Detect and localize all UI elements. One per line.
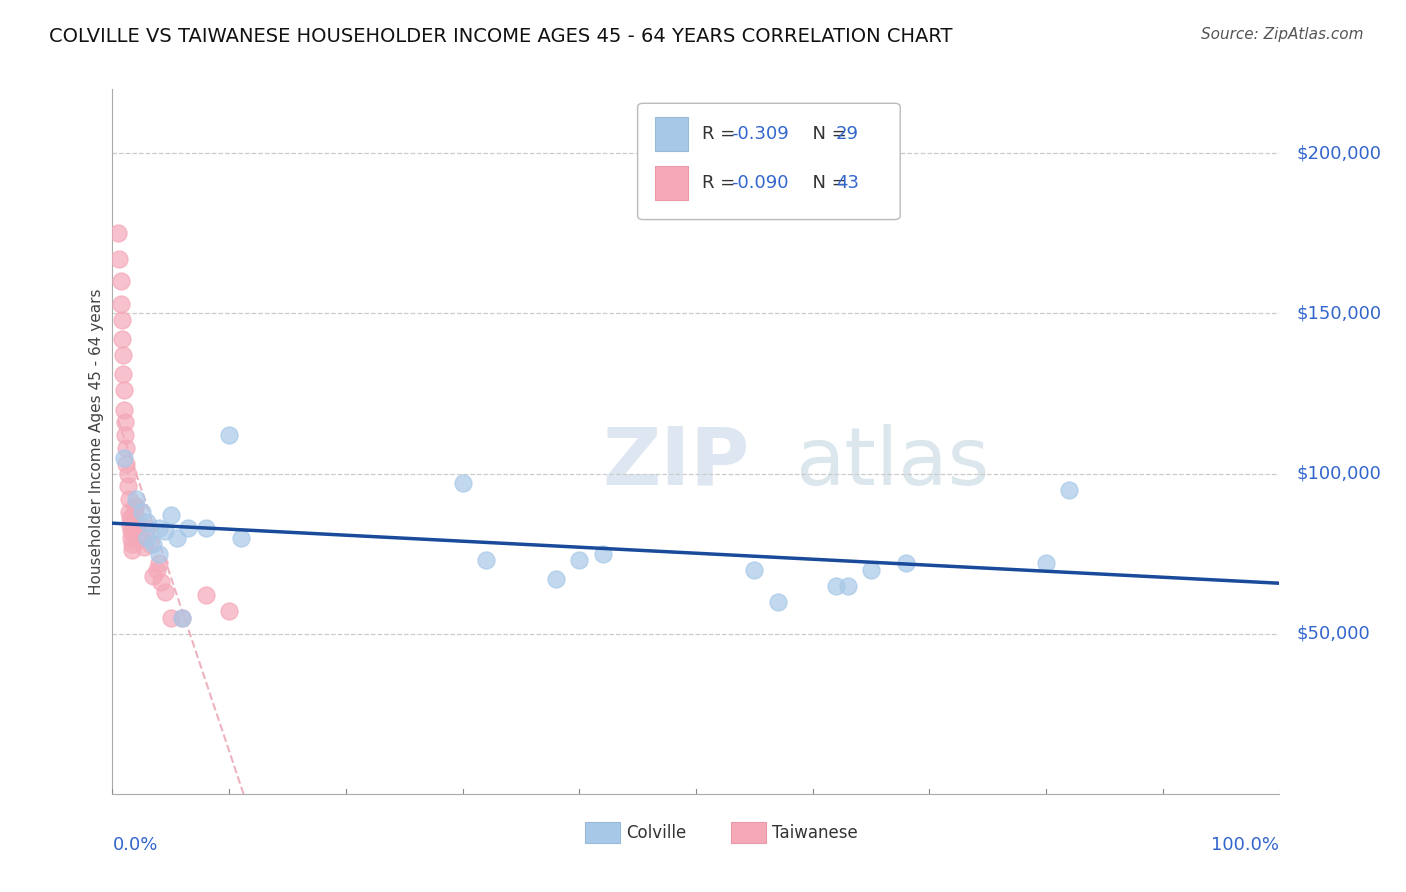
Point (568, 553, 591, 567)
Text: Taiwanese: Taiwanese (772, 823, 858, 842)
Text: Colville: Colville (626, 823, 686, 842)
Point (172, 610, 194, 624)
Text: N =: N = (801, 125, 852, 143)
Text: -0.090: -0.090 (731, 174, 789, 192)
Point (177, 521, 200, 535)
Point (160, 508, 183, 523)
Point (194, 588, 217, 602)
Point (120, 524, 142, 539)
Text: R =: R = (702, 174, 741, 192)
Text: 0.0%: 0.0% (112, 836, 157, 855)
Point (117, 479, 139, 493)
Point (136, 521, 159, 535)
Point (131, 505, 153, 519)
FancyBboxPatch shape (638, 103, 900, 219)
Point (142, 537, 165, 551)
Text: R =: R = (702, 125, 741, 143)
Point (475, 553, 498, 567)
Point (825, 579, 848, 593)
Text: Source: ZipAtlas.com: Source: ZipAtlas.com (1201, 27, 1364, 42)
Text: $200,000: $200,000 (1296, 145, 1382, 162)
Point (166, 531, 188, 545)
Text: 100.0%: 100.0% (1212, 836, 1279, 855)
Point (121, 537, 143, 551)
Point (121, 543, 143, 558)
Point (120, 531, 142, 545)
Text: $150,000: $150,000 (1296, 304, 1382, 322)
Point (172, 610, 194, 624)
FancyBboxPatch shape (655, 117, 688, 151)
Point (118, 517, 141, 532)
Text: 43: 43 (837, 174, 859, 192)
Text: atlas: atlas (796, 424, 990, 501)
Point (125, 511, 148, 525)
Point (114, 415, 136, 429)
Point (125, 492, 148, 507)
Point (229, 531, 252, 545)
Point (148, 521, 170, 535)
Point (153, 585, 176, 599)
Point (142, 569, 165, 583)
Point (148, 547, 170, 561)
Point (1035, 556, 1057, 570)
Text: N =: N = (801, 174, 852, 192)
Point (218, 604, 240, 618)
Point (122, 524, 145, 539)
Point (124, 499, 146, 513)
Point (125, 499, 148, 513)
Point (112, 384, 135, 398)
Point (122, 508, 145, 523)
Text: ZIP: ZIP (603, 424, 749, 501)
Point (118, 505, 141, 519)
FancyBboxPatch shape (731, 822, 766, 843)
Point (117, 467, 139, 481)
Point (111, 368, 134, 382)
Point (148, 556, 170, 570)
Point (115, 441, 138, 455)
Point (150, 575, 173, 590)
Point (146, 563, 169, 577)
Y-axis label: Householder Income Ages 45 - 64 years: Householder Income Ages 45 - 64 years (89, 288, 104, 595)
Point (115, 457, 138, 471)
Point (451, 476, 474, 491)
Point (131, 531, 153, 545)
Point (136, 531, 159, 545)
Point (218, 428, 240, 442)
Point (107, 227, 129, 241)
Point (111, 332, 134, 346)
Point (112, 450, 135, 465)
Point (114, 428, 136, 442)
Point (110, 274, 132, 288)
Point (118, 492, 141, 507)
Point (160, 610, 183, 624)
Point (592, 547, 614, 561)
Text: COLVILLE VS TAIWANESE HOUSEHOLDER INCOME AGES 45 - 64 YEARS CORRELATION CHART: COLVILLE VS TAIWANESE HOUSEHOLDER INCOME… (49, 27, 953, 45)
Point (744, 563, 766, 577)
Point (111, 313, 134, 327)
Point (766, 595, 789, 609)
Text: $50,000: $50,000 (1296, 624, 1371, 643)
Point (544, 572, 567, 586)
Point (118, 511, 141, 525)
Point (194, 521, 217, 535)
Text: $100,000: $100,000 (1296, 465, 1382, 483)
Point (112, 402, 135, 417)
Point (139, 537, 162, 551)
Point (860, 563, 883, 577)
Text: 29: 29 (837, 125, 859, 143)
Point (132, 541, 155, 555)
Text: -0.309: -0.309 (731, 125, 789, 143)
Point (837, 579, 859, 593)
Point (1059, 483, 1081, 497)
Point (894, 556, 917, 570)
Point (136, 515, 159, 529)
Point (110, 297, 132, 311)
Point (111, 348, 134, 362)
Point (127, 521, 149, 535)
Point (153, 524, 176, 539)
Point (108, 252, 131, 266)
FancyBboxPatch shape (585, 822, 620, 843)
FancyBboxPatch shape (655, 166, 688, 200)
